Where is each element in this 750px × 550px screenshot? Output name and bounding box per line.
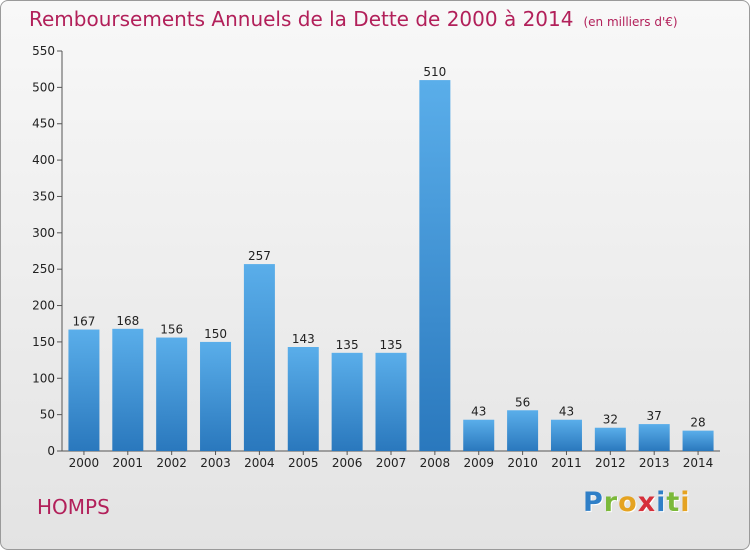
x-axis-ticks: 2000 2001 2002 2003 2004 2005 2006 2007 2008 2009… [69, 451, 714, 470]
bar-2002 [156, 337, 188, 451]
value-labels: 167 168 156 150 257 143 135 135 510 43 56 43 32 37 28 [72, 65, 705, 430]
title-text: Remboursements Annuels de la Dette de 20… [29, 7, 574, 31]
y-tick-label: 400 [32, 153, 55, 167]
y-tick-label: 300 [32, 226, 55, 240]
x-tick-label-2002: 2002 [156, 456, 187, 470]
x-tick-label-2001: 2001 [113, 456, 144, 470]
value-label-2008: 510 [423, 65, 446, 79]
value-label-2005: 143 [292, 332, 315, 346]
bar-2010 [507, 410, 539, 451]
bar-2009 [463, 419, 495, 451]
proxiti-logo: Proxiti [583, 487, 691, 518]
unit-label: (en milliers d'€) [583, 15, 678, 29]
x-tick-label-2013: 2013 [639, 456, 670, 470]
x-tick-label-2007: 2007 [376, 456, 407, 470]
value-label-2000: 167 [72, 315, 95, 329]
x-tick-label-2012: 2012 [595, 456, 626, 470]
value-label-2007: 135 [380, 338, 403, 352]
bar-2007 [375, 352, 407, 451]
y-tick-label: 50 [40, 408, 55, 422]
bars [68, 80, 714, 451]
y-tick-label: 100 [32, 371, 55, 385]
value-label-2001: 168 [116, 314, 139, 328]
x-tick-label-2003: 2003 [200, 456, 231, 470]
chart-title: Remboursements Annuels de la Dette de 20… [29, 7, 678, 31]
place-name: HOMPS [37, 495, 110, 519]
y-tick-label: 550 [32, 44, 55, 58]
value-label-2010: 56 [515, 395, 530, 409]
x-tick-label-2014: 2014 [683, 456, 714, 470]
value-label-2012: 32 [603, 413, 618, 427]
x-tick-label-2000: 2000 [69, 456, 100, 470]
logo-letter: r [603, 487, 619, 518]
x-tick-label-2009: 2009 [463, 456, 494, 470]
value-label-2009: 43 [471, 405, 486, 419]
bar-2006 [331, 352, 363, 451]
logo-letter: i [656, 487, 667, 518]
value-label-2011: 43 [559, 405, 574, 419]
bar-2014 [682, 430, 714, 451]
logo-letter: x [637, 487, 657, 518]
bar-2011 [550, 419, 582, 451]
y-tick-label: 350 [32, 189, 55, 203]
x-tick-label-2005: 2005 [288, 456, 319, 470]
y-tick-label: 0 [47, 444, 55, 458]
value-label-2002: 156 [160, 323, 183, 337]
logo-letter: i [680, 487, 691, 518]
value-label-2004: 257 [248, 249, 271, 263]
bar-2013 [638, 424, 670, 451]
value-label-2006: 135 [336, 338, 359, 352]
x-tick-label-2006: 2006 [332, 456, 363, 470]
y-tick-label: 450 [32, 117, 55, 131]
x-tick-label-2010: 2010 [507, 456, 538, 470]
value-label-2014: 28 [690, 416, 705, 430]
y-axis-ticks: 0 50 100 150 200 250 300 350 400 450 500 550 [32, 44, 62, 458]
bar-2000 [68, 329, 100, 451]
bar-2012 [594, 427, 626, 451]
x-tick-label-2011: 2011 [551, 456, 582, 470]
bar-2004 [243, 264, 275, 451]
bar-2008 [419, 80, 451, 451]
y-tick-label: 200 [32, 299, 55, 313]
bar-2003 [200, 341, 232, 451]
value-label-2003: 150 [204, 327, 227, 341]
y-tick-label: 150 [32, 335, 55, 349]
x-tick-label-2004: 2004 [244, 456, 275, 470]
bar-2001 [112, 328, 144, 451]
logo-letter: t [666, 487, 681, 518]
logo-letter: o [618, 487, 638, 518]
value-label-2013: 37 [647, 409, 662, 423]
y-tick-label: 500 [32, 80, 55, 94]
y-tick-label: 250 [32, 262, 55, 276]
logo-letter: P [583, 487, 604, 518]
bar-2005 [287, 347, 319, 451]
x-tick-label-2008: 2008 [420, 456, 451, 470]
